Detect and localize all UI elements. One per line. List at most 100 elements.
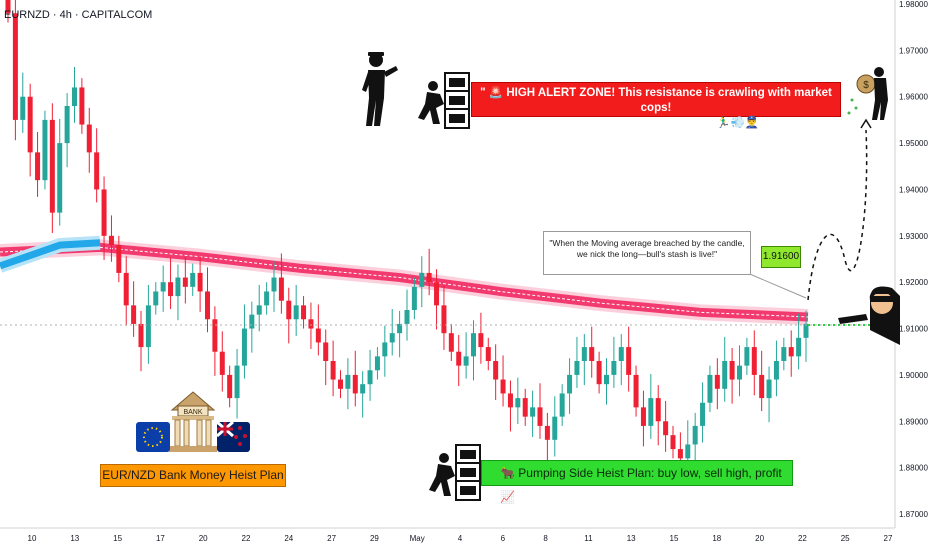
x-tick-label: 17	[156, 534, 165, 543]
y-tick-label: 1.96000	[899, 93, 928, 102]
candle-body	[544, 425, 550, 440]
x-tick-label: 6	[501, 534, 506, 543]
symbol-header[interactable]: EURNZD · 4h · CAPITALCOM	[4, 9, 153, 21]
candle-body	[729, 361, 735, 380]
bank-building-icon: BANK	[169, 391, 217, 452]
candle-body	[640, 407, 646, 426]
candle-body	[663, 421, 669, 436]
candle-body	[367, 370, 373, 385]
candle-body	[205, 291, 210, 320]
candle-body	[626, 347, 632, 375]
time-axis[interactable]: 10 13 15 17 20 22 24 27 29 May 4 6 8 11 13 15 18 20 22 25 27	[28, 534, 893, 543]
candle-body	[434, 282, 440, 306]
x-tick-label: 18	[712, 534, 721, 543]
y-tick-label: 1.92000	[899, 278, 928, 287]
pumping-plan-banner: 🐂 Pumping Side Heist Plan: buy low, sell…	[481, 460, 793, 504]
quote-line-1: "When the Moving average breached by the…	[549, 238, 745, 248]
candle-body	[175, 277, 181, 297]
candle-body	[293, 305, 299, 320]
candle-body	[411, 286, 417, 310]
x-tick-label: 29	[370, 534, 379, 543]
candle-body	[515, 398, 521, 408]
eu-flag-icon	[136, 422, 170, 452]
candle-body	[456, 351, 462, 366]
quote-callout: "When the Moving average breached by the…	[543, 231, 751, 275]
moving-average-band	[0, 235, 809, 325]
police-officer-icon	[362, 52, 398, 126]
candle-body	[352, 374, 358, 394]
x-tick-label: 20	[755, 534, 764, 543]
x-tick-label: 10	[28, 534, 37, 543]
forecast-path	[807, 129, 868, 301]
candle-body	[714, 374, 720, 389]
candle-body	[648, 398, 654, 426]
candle-body	[271, 277, 277, 292]
candle-body	[153, 291, 159, 306]
candle-body	[72, 87, 77, 106]
candle-body	[49, 119, 55, 213]
alert-line-2: Escape route: SELL & EVADE! 🏃‍♂️💨👮‍♂️"	[547, 117, 765, 129]
candle-body	[604, 374, 609, 385]
candle-body	[86, 124, 92, 153]
candle-body	[286, 300, 292, 320]
candle-body	[530, 407, 536, 417]
candle-body	[227, 374, 233, 399]
y-tick-label: 1.87000	[899, 510, 928, 519]
candle-body	[308, 319, 314, 329]
candle-body	[670, 435, 676, 450]
svg-text:$: $	[863, 80, 869, 91]
candle-body	[596, 361, 602, 385]
candle-body	[581, 347, 587, 361]
x-tick-label: 13	[627, 534, 636, 543]
candle-body	[116, 245, 122, 273]
candle-body	[138, 323, 144, 348]
candle-body	[404, 310, 410, 324]
x-tick-label: 27	[327, 534, 336, 543]
candle-body	[20, 96, 26, 120]
candle-body	[441, 305, 447, 334]
candle-body	[234, 365, 240, 399]
candle-body	[219, 351, 225, 375]
candle-body	[57, 143, 63, 213]
candle-body	[478, 333, 484, 348]
candle-body	[12, 13, 18, 120]
candle-body	[722, 361, 728, 389]
candle-body	[145, 305, 151, 348]
candle-body	[249, 314, 255, 329]
x-tick-label: 22	[798, 534, 807, 543]
candle-body	[700, 402, 706, 426]
candle-body	[633, 374, 639, 408]
candle-body	[692, 425, 698, 445]
candle-body	[567, 374, 573, 394]
high-alert-banner: " 🚨 HIGH ALERT ZONE! This resistance is …	[471, 82, 841, 129]
candle-body	[500, 379, 506, 394]
price-axis[interactable]: 1.98000 1.97000 1.96000 1.95000 1.94000 1.930…	[899, 0, 928, 519]
nz-flag-icon	[216, 420, 250, 452]
x-tick-label: 15	[670, 534, 679, 543]
candle-body	[589, 347, 595, 361]
masked-thief-icon	[838, 286, 900, 345]
thief-vault-icon	[418, 72, 470, 129]
candle-body	[197, 272, 203, 292]
bank-sign: BANK	[183, 409, 202, 416]
y-tick-label: 1.94000	[899, 185, 928, 194]
x-tick-label: 24	[284, 534, 293, 543]
candle-body	[64, 106, 70, 144]
candle-body	[471, 333, 476, 357]
candle-body	[323, 342, 329, 361]
candle-body	[611, 361, 617, 375]
candle-body	[493, 361, 499, 380]
candle-body	[338, 379, 343, 389]
candle-body	[522, 398, 528, 417]
candle-body	[537, 407, 543, 426]
price-tag: 1.91600	[761, 246, 801, 268]
forecast-arrow-icon	[860, 118, 872, 129]
y-tick-label: 1.95000	[899, 139, 928, 148]
candle-body	[301, 305, 307, 320]
candle-body	[94, 152, 100, 190]
candle-body	[781, 347, 787, 361]
y-tick-label: 1.91000	[899, 325, 928, 334]
x-tick-label: 20	[199, 534, 208, 543]
candle-body	[759, 374, 765, 399]
candle-body	[426, 272, 432, 283]
